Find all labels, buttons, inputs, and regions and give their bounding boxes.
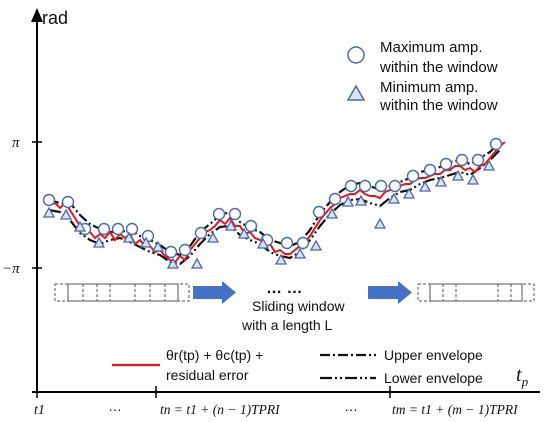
signal-line [48,141,506,264]
legend-upper-label: Upper envelope [384,347,483,363]
y-tick-neg-pi-label: −π [2,261,20,277]
x-tick-label-tn: tn = t1 + (n − 1)TPRI [160,402,281,417]
circle-marker-icon [347,46,365,64]
x-tick-label-tm: tm = t1 + (m − 1)TPRI [392,402,519,417]
legend-lower-label: Lower envelope [384,370,483,386]
legend-signal-line1: θr(tp) + θc(tp) + [166,347,263,363]
y-axis-arrow-icon [31,8,43,22]
window-caption-line2: with a length L [241,317,332,333]
max-markers [42,137,503,259]
min-markers [42,159,496,269]
legend-signal-line2: residual error [166,367,249,383]
window-right [417,283,535,302]
right-arrow-icon [193,281,236,304]
right-arrow-icon [368,281,412,304]
x-tick-label-ellipsis-2: … [344,398,358,414]
legend-min-line2: within the window [379,97,498,114]
y-axis-label: rad [42,8,68,28]
legend-max-line2: within the window [379,59,498,76]
window-left [54,283,190,302]
y-tick-pi-label: π [12,135,20,151]
window-dots: … … [266,280,302,297]
window-caption-line1: Sliding window [252,298,345,314]
x-tick-label-t1: t1 [34,403,45,418]
x-tick-label-ellipsis-1: … [108,398,122,414]
x-axis-label: tp [516,364,529,389]
triangle-marker-icon [346,84,366,101]
legend-max-line1: Maximum amp. [380,39,483,56]
signal-traces [48,141,506,266]
legend-min-line1: Minimum amp. [380,79,478,96]
